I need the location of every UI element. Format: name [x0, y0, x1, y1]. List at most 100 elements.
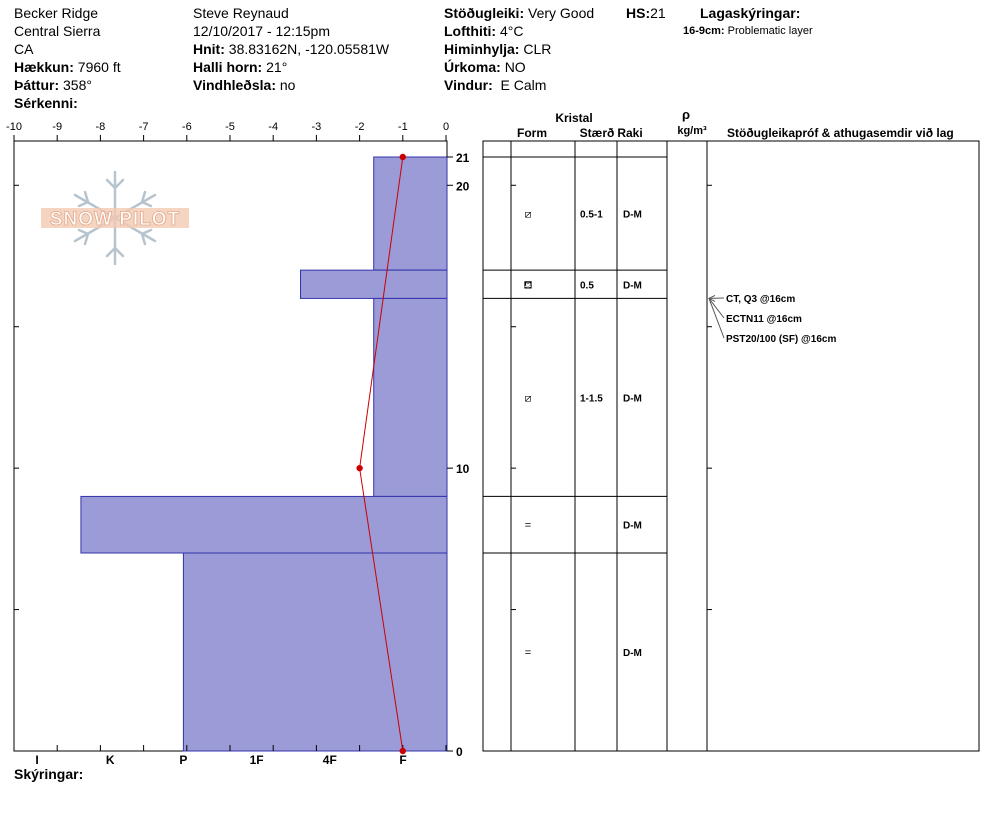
- elevation-label: Hækkun:: [14, 59, 74, 75]
- snow-height: HS:21: [626, 4, 666, 22]
- wind: Vindur: E Calm: [444, 76, 594, 94]
- temperature-point: [399, 153, 406, 161]
- stability-value: Very Good: [528, 5, 595, 21]
- layer-size: 0.5: [580, 280, 594, 291]
- sky-cover: Himinhylja: CLR: [444, 40, 594, 58]
- legend-range: 16-9cm:: [683, 25, 725, 37]
- legend-title: Lagaskýringar:: [700, 5, 801, 21]
- air-temp-value: 4°C: [499, 23, 524, 39]
- logo-text: SNOW PILOT: [50, 209, 180, 230]
- stability: Stöðugleiki: Very Good: [444, 4, 594, 22]
- hardness-tick-label: K: [106, 753, 115, 767]
- layer-form: ⧄: [525, 392, 532, 404]
- temperature-point: [399, 747, 406, 755]
- layer-moisture: D-M: [623, 648, 642, 659]
- density-unit: kg/m³: [677, 125, 707, 137]
- observation-datetime: 12/10/2017 - 12:15pm: [193, 23, 330, 39]
- layer-size: 0.5-1: [580, 210, 603, 221]
- moisture-header: Raki: [617, 126, 642, 140]
- elevation-value: 7960 ft: [77, 59, 121, 75]
- air-temp: Lofthiti: 4°C: [444, 22, 594, 40]
- coords-value: 38.83162N, -120.05581W: [228, 41, 390, 57]
- hardness-bar: [182, 552, 448, 752]
- test-pointer: [708, 298, 725, 319]
- slope-angle: Halli horn: 21°: [193, 58, 389, 76]
- features-label: Sérkenni:: [14, 95, 78, 111]
- precip-value: NO: [504, 59, 526, 75]
- temperature-axis: -10 -9 -8 -7 -6 -5 -4 -3 -2 -1 0: [6, 121, 449, 751]
- stability-test: CT, Q3 @16cm: [726, 294, 795, 305]
- height-tick-label: 20: [456, 179, 470, 193]
- stability-test: ECTN11 @16cm: [726, 314, 802, 325]
- wind-loading-label: Vindhleðsla:: [193, 77, 276, 93]
- hardness-tick-label: F: [399, 753, 406, 767]
- temp-tick-label: -5: [225, 121, 235, 133]
- layer-form: =: [525, 520, 531, 532]
- hardness-bars: [80, 156, 448, 752]
- sky-value: CLR: [523, 41, 552, 57]
- location-name: Becker Ridge: [14, 5, 99, 21]
- elevation: Hækkun: 7960 ft: [14, 58, 121, 76]
- layer-moisture: D-M: [623, 210, 642, 221]
- location-block: Becker Ridge Central Sierra CA Hækkun: 7…: [14, 4, 121, 112]
- hardness-bar: [373, 297, 448, 497]
- table-frame: [482, 140, 980, 752]
- layer-moisture: D-M: [623, 280, 642, 291]
- aspect-value: 358°: [63, 77, 92, 93]
- temp-tick-label: -7: [139, 121, 149, 133]
- crystal-header: Kristal: [555, 111, 592, 125]
- size-header: Stærð: [580, 126, 615, 140]
- density-symbol: ρ: [682, 107, 690, 122]
- slope-label: Halli horn:: [193, 59, 263, 75]
- observation-block: Steve Reynaud 12/10/2017 - 12:15pm Hnit:…: [193, 4, 389, 94]
- layer-moisture: D-M: [623, 393, 642, 404]
- hardness-bar: [373, 156, 448, 271]
- temp-tick-label: -1: [398, 121, 408, 133]
- observer-name: Steve Reynaud: [193, 5, 289, 21]
- layer-form: ⛾: [524, 279, 533, 291]
- layer-form: =: [525, 647, 531, 659]
- stability-tests: CT, Q3 @16cm ECTN11 @16cm PST20/100 (SF) @…: [707, 294, 836, 345]
- test-pointer: [708, 298, 725, 339]
- wind-loading: Vindhleðsla: no: [193, 76, 389, 94]
- features: Sérkenni:: [14, 94, 121, 112]
- wind-loading-value: no: [279, 77, 296, 93]
- location-state: CA: [14, 41, 34, 57]
- legend-entry: 16-9cm: Problematic layer: [683, 22, 813, 40]
- snowpilot-logo: SNOW PILOT: [41, 170, 189, 266]
- hardness-tick-label: 4F: [323, 753, 337, 767]
- temp-tick-label: -10: [6, 121, 22, 133]
- temp-tick-label: -8: [96, 121, 106, 133]
- tests-header: Stöðugleikapróf & athugasemdir við lag: [727, 126, 954, 140]
- hardness-bar: [80, 495, 448, 554]
- stability-label: Stöðugleiki:: [444, 5, 525, 21]
- precip-label: Úrkoma:: [444, 59, 501, 75]
- air-temp-label: Lofthiti:: [444, 23, 497, 39]
- conditions-block: Stöðugleiki: Very Good Lofthiti: 4°C Him…: [444, 4, 594, 94]
- hs-label: HS:: [626, 5, 651, 21]
- notes-label: Skýringar:: [14, 766, 84, 782]
- hardness-tick-label: P: [179, 753, 187, 767]
- height-tick-label: 0: [456, 745, 463, 759]
- notes: Skýringar:: [14, 765, 83, 783]
- temperature-point: [356, 464, 363, 472]
- location-range: Central Sierra: [14, 23, 101, 39]
- hardness-tick-label: 1F: [250, 753, 264, 767]
- coords-label: Hnit:: [193, 41, 225, 57]
- form-header: Form: [517, 126, 547, 140]
- wind-value: E Calm: [500, 77, 547, 93]
- temp-tick-label: -9: [52, 121, 62, 133]
- layer-table: Kristal Form Stærð Raki ρ kg/m³ Stöðugle…: [482, 107, 980, 752]
- stability-test: PST20/100 (SF) @16cm: [726, 334, 836, 345]
- layer-form: ⧄: [525, 209, 532, 221]
- test-arrowhead: [707, 294, 716, 302]
- layer-moisture: D-M: [623, 521, 642, 532]
- height-tick-label: 10: [456, 462, 470, 476]
- aspect: Þáttur: 358°: [14, 76, 121, 94]
- wind-label: Vindur:: [444, 77, 493, 93]
- hs-value: 21: [650, 5, 666, 21]
- hardness-axis: I K P 1F 4F F: [35, 753, 406, 767]
- aspect-label: Þáttur:: [14, 77, 60, 93]
- precipitation: Úrkoma: NO: [444, 58, 594, 76]
